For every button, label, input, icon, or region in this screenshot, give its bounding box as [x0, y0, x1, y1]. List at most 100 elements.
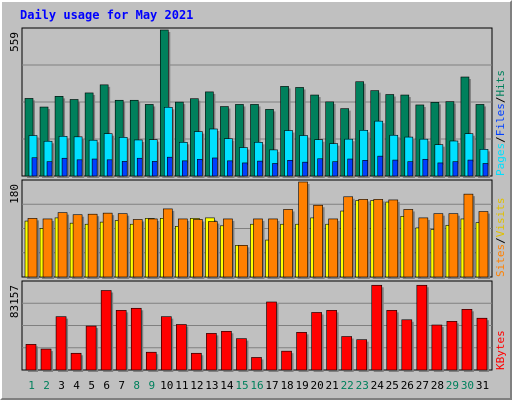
kbytes-bar-7 [115, 310, 127, 371]
pages-bar-3 [61, 157, 68, 177]
sites-bar-24 [373, 199, 384, 278]
pages-bar-11 [182, 160, 188, 177]
day-label-19: 19 [295, 379, 308, 392]
kbytes-bar-17 [266, 301, 277, 371]
legend-entry-hits: Hits [494, 70, 507, 97]
sites-bar-4 [72, 214, 83, 278]
pages-bar-10 [166, 156, 173, 177]
pages-bar-28 [437, 162, 444, 177]
pages-bar-26 [407, 161, 414, 177]
sites-bar-9 [147, 218, 158, 278]
legend-entry-: / [494, 136, 507, 143]
day-label-9: 9 [148, 379, 155, 392]
pages-bar-21 [332, 161, 338, 177]
pages-bar-17 [272, 163, 278, 177]
pages-bar-29 [452, 161, 459, 177]
kbytes-bar-8 [130, 307, 142, 371]
kbytes-bar-9 [145, 351, 157, 371]
sites-bar-13 [208, 221, 218, 278]
pages-bar-12 [197, 158, 203, 177]
sites-bar-20 [313, 204, 323, 278]
sites-bar-8 [132, 219, 143, 278]
pages-bar-2 [46, 161, 53, 177]
sites-bar-15 [238, 245, 248, 278]
sites-bar-25 [388, 199, 399, 278]
kbytes-bar-24 [371, 284, 383, 371]
kbytes-bar-13 [206, 333, 217, 371]
pages-bar-30 [467, 159, 474, 177]
kbytes-bar-21 [326, 310, 337, 371]
pages-bar-24 [377, 155, 384, 177]
ymax-label-kbytes: 83157 [8, 285, 21, 318]
sites-bar-26 [403, 209, 414, 278]
pages-bar-5 [91, 158, 98, 177]
sites-bar-27 [418, 217, 429, 278]
kbytes-bar-26 [401, 319, 413, 371]
pages-bar-6 [106, 159, 113, 177]
sites-bar-31 [478, 211, 489, 278]
kbytes-bar-28 [431, 324, 443, 371]
kbytes-bar-25 [386, 310, 398, 371]
legend-entry-pages: Pages [494, 143, 507, 176]
kbytes-bar-1 [25, 344, 37, 371]
day-label-27: 27 [416, 379, 429, 392]
sites-bar-22 [343, 196, 353, 278]
sites-bar-19 [298, 181, 308, 278]
pages-bar-31 [482, 163, 489, 177]
sites-bar-10 [162, 208, 173, 278]
ymax-label-visits-sites: 180 [8, 184, 21, 204]
pages-bar-18 [287, 160, 293, 177]
pages-bar-20 [317, 158, 323, 177]
kbytes-bar-11 [176, 324, 187, 371]
pages-bar-4 [76, 159, 83, 177]
legend-visits-sites: Sites/Visits [494, 198, 507, 278]
pages-bar-16 [257, 160, 263, 177]
kbytes-bar-27 [416, 284, 428, 371]
legend-kbytes: KBytes [494, 330, 507, 370]
sites-bar-18 [283, 209, 293, 278]
kbytes-bar-5 [85, 325, 97, 371]
kbytes-bar-12 [191, 352, 202, 371]
day-label-7: 7 [118, 379, 125, 392]
sites-bar-23 [358, 199, 369, 278]
pages-bar-8 [136, 157, 143, 177]
day-label-1: 1 [28, 379, 35, 392]
sites-bar-7 [117, 213, 128, 278]
chart-title: Daily usage for May 2021 [20, 8, 193, 22]
legend-entry-: / [494, 97, 507, 104]
day-label-10: 10 [160, 379, 173, 392]
pages-bar-7 [121, 161, 128, 177]
pages-bar-15 [242, 162, 248, 177]
legend-entry-sites: Sites [494, 244, 507, 277]
kbytes-bar-4 [70, 352, 82, 371]
day-label-14: 14 [220, 379, 234, 392]
day-label-30: 30 [461, 379, 474, 392]
pages-bar-14 [227, 160, 233, 177]
kbytes-bar-16 [251, 357, 262, 371]
kbytes-bar-29 [446, 321, 458, 371]
pages-bar-23 [362, 160, 369, 177]
day-label-24: 24 [371, 379, 385, 392]
day-label-2: 2 [43, 379, 50, 392]
day-label-18: 18 [280, 379, 293, 392]
day-label-26: 26 [401, 379, 414, 392]
day-label-20: 20 [311, 379, 324, 392]
day-label-29: 29 [446, 379, 459, 392]
legend-entry-: / [494, 237, 507, 244]
legend-entry-files: Files [494, 103, 507, 136]
sites-bar-16 [253, 218, 263, 278]
sites-bar-3 [57, 212, 68, 278]
day-label-6: 6 [103, 379, 110, 392]
sites-bar-29 [448, 213, 459, 278]
pages-bar-13 [212, 157, 218, 177]
kbytes-bar-22 [341, 336, 352, 371]
sites-bar-14 [223, 218, 233, 278]
day-label-16: 16 [250, 379, 263, 392]
kbytes-bar-15 [236, 338, 247, 371]
day-label-12: 12 [190, 379, 203, 392]
pages-bar-1 [31, 157, 38, 177]
pages-bar-22 [347, 158, 353, 177]
kbytes-bar-30 [461, 309, 473, 371]
kbytes-bar-31 [476, 317, 488, 371]
sites-bar-1 [27, 218, 38, 278]
